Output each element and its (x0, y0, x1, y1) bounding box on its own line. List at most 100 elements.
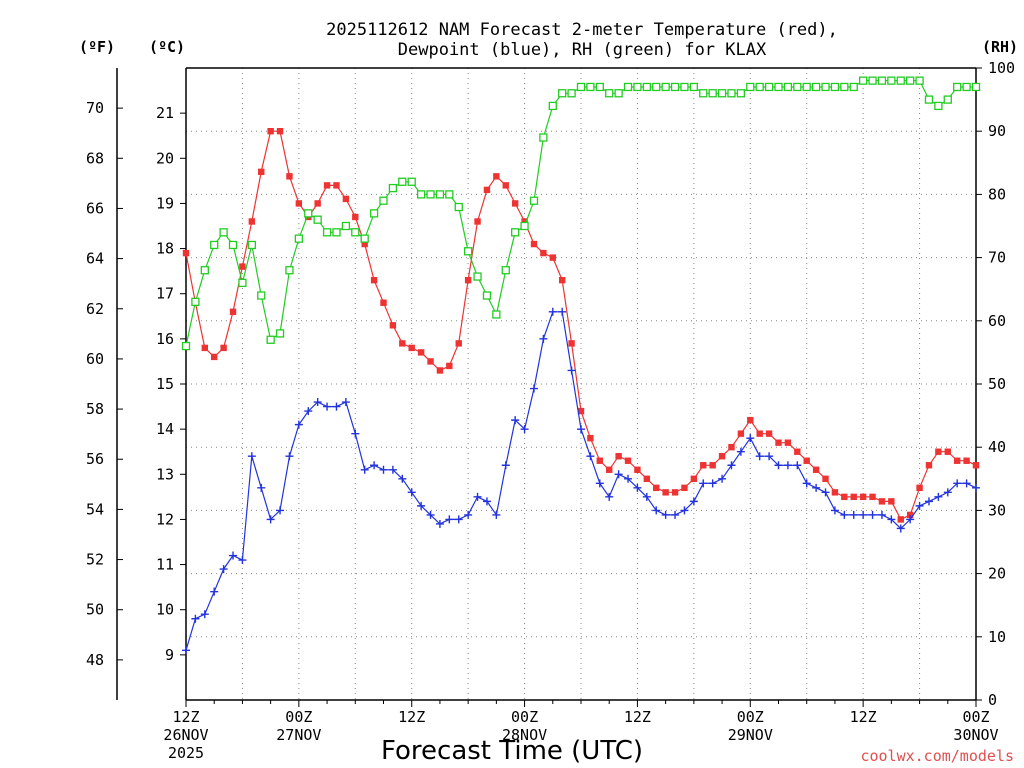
rh-point (294, 234, 304, 243)
temperature-point (220, 344, 227, 352)
rh-point (275, 329, 285, 338)
rh-point (482, 291, 492, 300)
dewpoint-point (266, 515, 275, 524)
temperature-point (662, 489, 669, 496)
temperature-point (295, 200, 303, 207)
rh-point (398, 177, 407, 186)
rh-point (567, 89, 576, 98)
dewpoint-point (793, 461, 802, 470)
temperature-point (258, 168, 265, 176)
celsius-tick-label: 9 (165, 646, 174, 664)
rh-point (670, 82, 680, 92)
dewpoint-point (548, 307, 557, 316)
temperature-markers (182, 128, 980, 523)
temperature-point (493, 173, 500, 180)
dewpoint-point (276, 506, 285, 515)
rh-tick-label: 10 (988, 628, 1006, 646)
temperature-point (568, 340, 575, 347)
dewpoint-point (699, 479, 708, 488)
rh-point (454, 202, 463, 212)
dewpoint-point (755, 452, 764, 461)
dewpoint-point (539, 334, 548, 343)
dewpoint-point (802, 479, 811, 488)
rh-point (699, 89, 708, 98)
dewpoint-point (962, 479, 971, 488)
temperature-point (850, 493, 857, 501)
dewpoint-point (595, 479, 604, 488)
temperature-series-line (185, 130, 977, 521)
rh-point (953, 82, 962, 92)
rh-point (595, 82, 604, 92)
dewpoint-point (812, 483, 821, 492)
rh-tick-label: 80 (988, 185, 1006, 203)
temperature-point (389, 322, 397, 329)
rh-point (915, 76, 924, 85)
fahrenheit-tick-label: 48 (86, 651, 104, 669)
dewpoint-point (379, 465, 388, 474)
temperature-point (286, 173, 293, 180)
dewpoint-point (341, 398, 350, 407)
rh-point (849, 82, 858, 92)
dewpoint-point (972, 483, 980, 492)
rh-point (181, 341, 191, 351)
temperature-point (653, 484, 660, 492)
rh-point (802, 82, 811, 92)
rh-point (623, 82, 633, 92)
dewpoint-point (182, 646, 190, 655)
dewpoint-point (661, 510, 670, 519)
rh-point (529, 196, 539, 205)
temperature-point (953, 457, 961, 464)
dewpoint-point (840, 510, 849, 519)
celsius-tick-label: 19 (156, 194, 174, 212)
temperature-point (370, 276, 378, 284)
x-axis-title: Forecast Time (UTC) (381, 736, 643, 766)
dewpoint-point (652, 506, 661, 515)
rh-point (257, 291, 266, 300)
temperature-point (822, 475, 829, 482)
dewpoint-point (482, 497, 491, 506)
rh-point (840, 82, 849, 92)
dewpoint-point (473, 492, 482, 501)
temperature-point (916, 484, 923, 492)
rh-point (811, 82, 821, 92)
temperature-point (352, 213, 359, 221)
x-tick-label: 00Z (737, 708, 764, 726)
temperature-point (483, 186, 491, 194)
celsius-tick-label: 10 (156, 601, 174, 619)
rh-point (501, 266, 510, 275)
dewpoint-point (877, 510, 886, 519)
temperature-point (690, 475, 698, 482)
temperature-point (211, 353, 218, 361)
x-tick-label: 27NOV (276, 726, 321, 744)
dewpoint-point (868, 510, 877, 519)
rh-point (783, 82, 793, 92)
dewpoint-point (426, 510, 435, 519)
dewpoint-point (830, 506, 839, 515)
rh-point (736, 89, 746, 98)
dewpoint-point (915, 501, 924, 510)
temperature-point (521, 218, 528, 225)
rh-point (492, 310, 501, 319)
temperature-point (229, 308, 237, 315)
rh-point (332, 228, 341, 237)
rh-point (341, 221, 351, 231)
dewpoint-point (247, 452, 256, 461)
rh-point (586, 82, 595, 92)
temperature-point (267, 128, 274, 135)
temperature-point (427, 358, 434, 365)
rh-point (558, 89, 567, 98)
rh-point (868, 76, 877, 85)
temperature-point (596, 457, 604, 464)
x-tick-label: 00Z (962, 708, 989, 726)
temperature-point (182, 249, 190, 257)
celsius-axis-label: (ºC) (149, 38, 185, 56)
rh-point (689, 82, 699, 92)
temperature-point (380, 299, 387, 306)
celsius-tick-label: 11 (156, 556, 174, 574)
temperature-point (399, 340, 406, 347)
rh-point (247, 240, 256, 250)
dewpoint-point (727, 461, 736, 470)
rh-axis-label: (RH) (982, 38, 1018, 56)
dewpoint-point (671, 510, 680, 519)
dewpoint-point (210, 587, 219, 596)
